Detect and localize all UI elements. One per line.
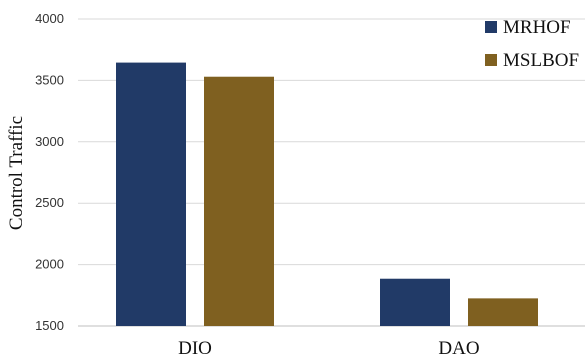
y-tick-label: 3000 xyxy=(35,134,64,149)
legend-swatch xyxy=(485,21,497,33)
y-tick-label: 2000 xyxy=(35,257,64,272)
bars xyxy=(116,62,538,327)
legend: MRHOF MSLBOF xyxy=(485,17,579,71)
bar-mrhof-dio xyxy=(116,62,186,327)
category-labels: DIO DAO xyxy=(178,338,479,359)
y-tick-label: 1500 xyxy=(35,318,64,333)
bar-mrhof-dao xyxy=(380,278,450,326)
x-category-label: DAO xyxy=(438,338,479,359)
x-category-label: DIO xyxy=(178,338,212,359)
legend-swatch xyxy=(485,54,497,66)
y-tick-labels: 1500 2000 2500 3000 3500 4000 xyxy=(35,11,64,333)
y-tick-label: 3500 xyxy=(35,72,64,87)
y-tick-label: 2500 xyxy=(35,195,64,210)
y-axis-title: Control Traffic xyxy=(6,116,27,230)
y-tick-label: 4000 xyxy=(35,11,64,26)
legend-label: MSLBOF xyxy=(503,50,579,71)
legend-label: MRHOF xyxy=(503,17,571,38)
bar-mslbof-dao xyxy=(468,298,538,326)
bar-mslbof-dio xyxy=(204,76,274,326)
